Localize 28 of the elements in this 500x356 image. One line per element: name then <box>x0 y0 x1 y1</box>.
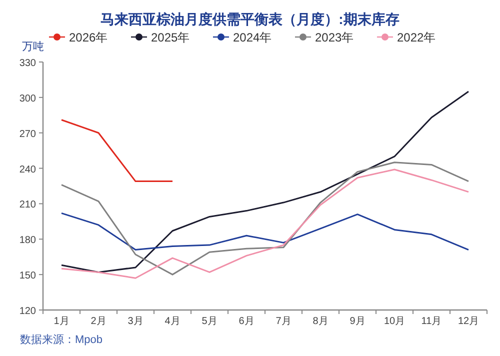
legend-label: 2026年 <box>69 30 108 44</box>
y-axis-title: 万吨 <box>22 40 44 53</box>
x-tick-label: 10月 <box>384 316 406 327</box>
x-tick-label: 2月 <box>90 316 106 327</box>
x-tick-label: 5月 <box>202 316 218 327</box>
source-note: 数据来源：Mpob <box>20 333 103 346</box>
y-tick-label: 210 <box>19 200 36 211</box>
x-tick-label: 8月 <box>312 316 328 327</box>
x-tick-label: 1月 <box>54 316 70 327</box>
legend-label: 2022年 <box>397 30 436 44</box>
x-tick-label: 4月 <box>164 316 180 327</box>
y-tick-label: 120 <box>19 306 36 317</box>
legend-label: 2023年 <box>315 30 354 44</box>
x-tick-label: 7月 <box>276 316 292 327</box>
y-tick-label: 330 <box>19 58 36 69</box>
y-tick-label: 300 <box>19 93 36 104</box>
legend-label: 2024年 <box>233 30 272 44</box>
y-tick-label: 180 <box>19 235 36 246</box>
chart-title: 马来西亚棕油月度供需平衡表（月度）:期末库存 <box>100 11 400 27</box>
x-tick-label: 12月 <box>458 316 480 327</box>
x-tick-label: 6月 <box>238 316 254 327</box>
x-tick-label: 3月 <box>128 316 144 327</box>
x-tick-label: 11月 <box>421 316 442 327</box>
y-tick-label: 240 <box>19 164 36 176</box>
x-tick-label: 9月 <box>350 316 366 327</box>
legend-label: 2025年 <box>151 30 190 44</box>
y-tick-label: 150 <box>19 270 36 282</box>
y-tick-label: 270 <box>19 128 36 140</box>
